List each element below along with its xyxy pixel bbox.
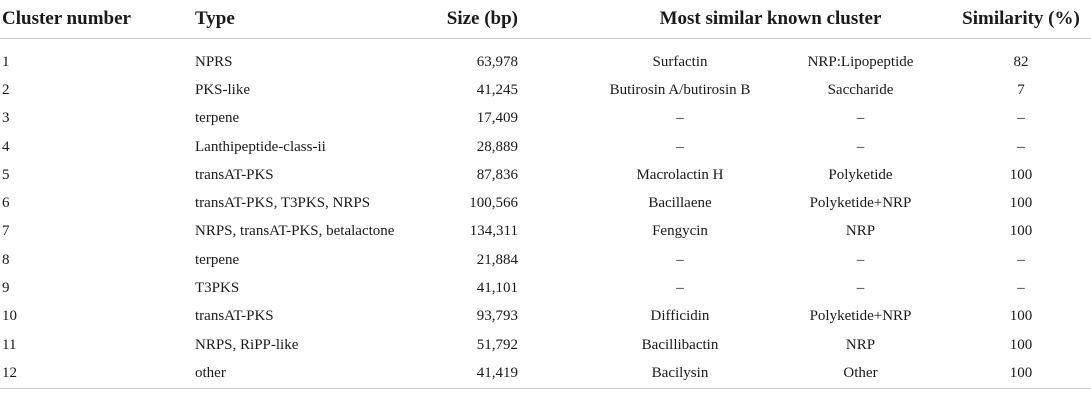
cell-cluster-class: NRP:Lipopeptide [807,53,914,70]
cell-cluster-class: Other [770,359,951,389]
cell-type: transAT-PKS [195,166,274,183]
cell-similar-cluster: Butirosin A/butirosin B [609,81,751,98]
cell-similar-cluster: Bacillibactin [641,336,719,353]
cell-similar-cluster: – [676,138,684,155]
cell-cluster-class: – [856,251,865,268]
table-row: 7 NRPS, transAT-PKS, betalactone 134,311 Fe… [0,218,1091,246]
cell-cluster-class: – [856,280,865,297]
cell-similarity: – [1017,110,1025,127]
cell-cluster-number: 12 [0,359,195,389]
cell-type: transAT-PKS [195,308,274,325]
cell-similar-cluster: Fengycin [652,223,708,240]
cell-type: Lanthipeptide-class-ii [195,138,326,155]
cell-type: terpene [195,251,240,268]
cell-cluster-number: 3 [2,110,10,127]
cell-similar-cluster: Difficidin [650,308,710,325]
table-row: 6 transAT-PKS, T3PKS, NRPS 100,566 Bacillae… [0,189,1091,217]
cell-cluster-class: Polyketide [828,166,893,183]
header-row: Cluster number Type Size (bp) Most simil… [0,0,1091,39]
header-size: Size (bp) [420,0,590,39]
gene-cluster-table: Cluster number Type Size (bp) Most simil… [0,0,1091,389]
table-row: 9 T3PKS 41,101 – – – [0,274,1091,302]
cell-similarity: 100 [1009,195,1033,212]
cell-similarity: 7 [1017,81,1025,98]
table-row: 11 NRPS, RiPP-like 51,792 Bacillibactin NRP 1… [0,331,1091,359]
cell-size: 41,101 [476,280,518,297]
cell-type: transAT-PKS, T3PKS, NRPS [195,195,371,212]
cell-size: 41,419 [420,359,590,389]
table-row: 3 terpene 17,409 – – – [0,105,1091,133]
cell-type: NRPS, RiPP-like [195,336,299,353]
table-header: Cluster number Type Size (bp) Most simil… [0,0,1091,39]
cell-type: terpene [195,110,240,127]
cell-size: 87,836 [476,166,518,183]
cell-type: PKS-like [195,81,251,98]
table-row: 1 NPRS 63,978 Surfactin NRP:Lipopeptide 82 [0,39,1091,77]
cell-similar-cluster: Macrolactin H [636,166,724,183]
cell-cluster-class: Polyketide+NRP [809,195,912,212]
cell-size: 17,409 [476,110,518,127]
cell-similar-cluster: Bacillaene [648,195,712,212]
cell-type: NRPS, transAT-PKS, betalactone [195,223,395,240]
table-row: 2 PKS-like 41,245 Butirosin A/butirosin B Sa… [0,76,1091,104]
cell-similarity: 100 [1009,223,1033,240]
cell-size: 28,889 [476,138,518,155]
cell-size: 63,978 [476,53,518,70]
cell-similarity: 100 [1009,166,1033,183]
cell-cluster-number: 1 [2,53,10,70]
cell-cluster-class: – [856,110,865,127]
header-cluster-number: Cluster number [0,0,195,39]
cell-cluster-class: – [856,138,865,155]
cell-similarity: 100 [1009,336,1033,353]
table-body: 1 NPRS 63,978 Surfactin NRP:Lipopeptide 82 2 PK… [0,39,1091,389]
cell-cluster-number: 9 [2,280,10,297]
header-similarity: Similarity (%) [951,0,1091,39]
cell-size: 21,884 [476,251,518,268]
cell-cluster-number: 2 [2,81,10,98]
cell-cluster-number: 5 [2,166,10,183]
cell-similar-cluster: – [676,110,684,127]
table-row: 12 other 41,419 Bacilysin Other 100 [0,359,1091,389]
table-row: 5 transAT-PKS 87,836 Macrolactin H Polyketid… [0,161,1091,189]
cell-similar-cluster: Bacilysin [590,359,770,389]
table-row: 4 Lanthipeptide-class-ii 28,889 – – – [0,133,1091,161]
cell-type: other [195,359,420,389]
cell-size: 100,566 [469,195,518,212]
cell-cluster-number: 8 [2,251,10,268]
cell-size: 93,793 [476,308,518,325]
cell-similarity: 82 [1013,53,1029,70]
cell-similarity: – [1017,251,1025,268]
cell-cluster-number: 10 [2,308,17,325]
cell-cluster-class: Saccharide [827,81,894,98]
cell-similarity: – [1017,138,1025,155]
cell-cluster-class: NRP [845,336,876,353]
cell-similar-cluster: – [676,251,684,268]
cell-cluster-class: NRP [845,223,876,240]
cell-type: T3PKS [195,280,240,297]
cell-similarity: 100 [1009,308,1033,325]
cell-type: NPRS [195,53,233,70]
table-row: 8 terpene 21,884 – – – [0,246,1091,274]
cell-similar-cluster: – [676,280,684,297]
cell-cluster-class: Polyketide+NRP [809,308,912,325]
cell-cluster-number: 7 [2,223,10,240]
header-type: Type [195,0,420,39]
header-most-similar-cluster: Most similar known cluster [590,0,951,39]
cell-similar-cluster: Surfactin [652,53,708,70]
cell-similarity: 100 [951,359,1091,389]
cell-similarity: – [1017,280,1025,297]
cell-size: 41,245 [476,81,518,98]
table-row: 10 transAT-PKS 93,793 Difficidin Polyketide+… [0,303,1091,331]
cell-cluster-number: 6 [2,195,10,212]
cell-size: 51,792 [476,336,518,353]
cell-size: 134,311 [469,223,518,240]
cell-cluster-number: 4 [2,138,10,155]
cell-cluster-number: 11 [2,336,17,353]
